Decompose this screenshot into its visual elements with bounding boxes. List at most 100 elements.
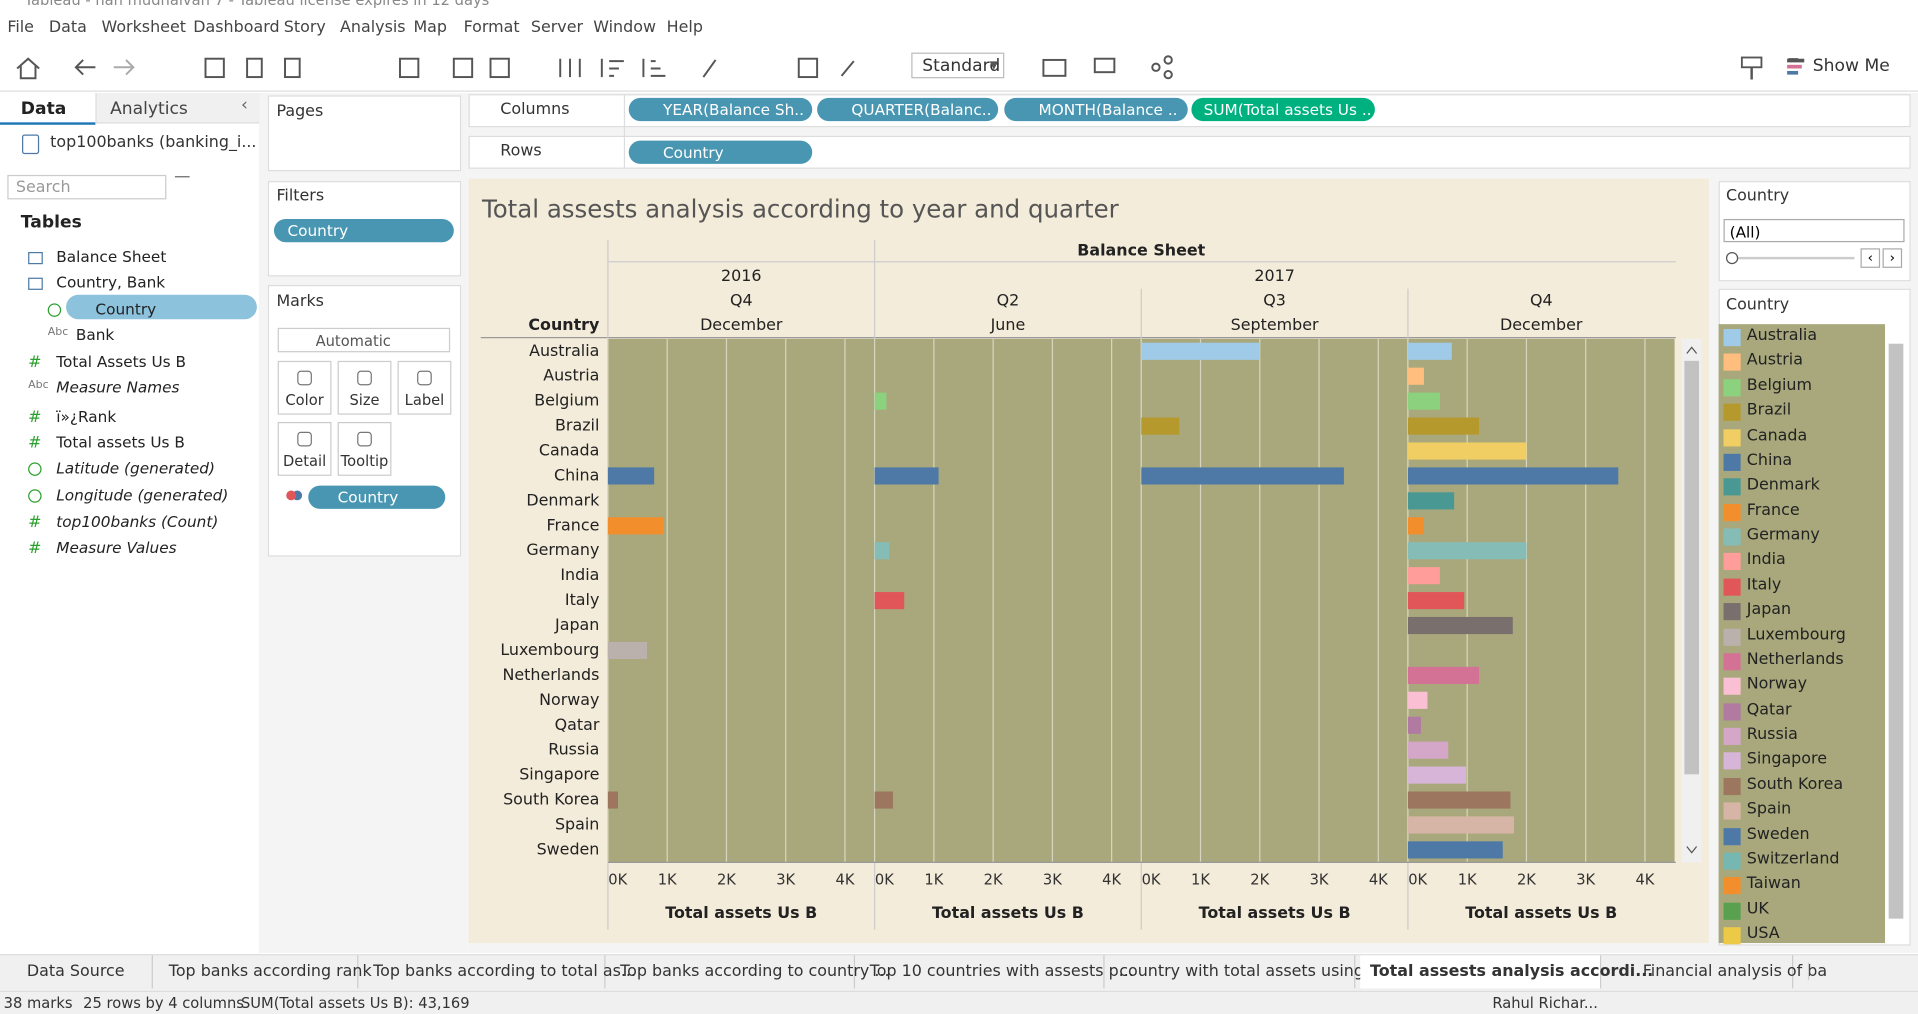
legend-item[interactable]: Denmark bbox=[1746, 476, 1820, 495]
marks-button-label: Label bbox=[404, 391, 445, 409]
legend-item[interactable]: Brazil bbox=[1746, 401, 1792, 420]
fit-dropdown[interactable]: Standard ▼ bbox=[911, 52, 1005, 79]
analytics-tab-label[interactable]: Analytics bbox=[110, 99, 188, 119]
column-pill[interactable]: MONTH(Balance .. bbox=[1004, 97, 1188, 122]
x-tick-label: 1K bbox=[1458, 872, 1477, 889]
user-menu[interactable]: Rahul Richar... bbox=[1492, 994, 1598, 1012]
menu-item[interactable]: Story bbox=[283, 18, 326, 37]
menu-item[interactable]: Data bbox=[48, 18, 87, 37]
legend-item[interactable]: Australia bbox=[1746, 326, 1818, 345]
marks-button[interactable]: Label bbox=[397, 360, 452, 415]
sheet-tab-label[interactable]: Financial analysis of ba bbox=[1642, 962, 1828, 982]
month-header: December bbox=[700, 315, 783, 334]
legend-item[interactable]: Belgium bbox=[1746, 376, 1812, 395]
legend-item[interactable]: Switzerland bbox=[1746, 850, 1840, 869]
field[interactable]: ï»¿Rank bbox=[56, 407, 117, 426]
legend-item[interactable]: Austria bbox=[1746, 351, 1803, 370]
card bbox=[267, 285, 462, 557]
menu-item[interactable]: Map bbox=[413, 18, 448, 37]
legend-swatch bbox=[1723, 453, 1741, 471]
datasource-name[interactable]: top100banks (banking_i... bbox=[50, 133, 257, 152]
marks-pill[interactable]: Country bbox=[308, 485, 446, 509]
field[interactable]: Measure Names bbox=[56, 377, 180, 397]
field[interactable]: Total assets Us B bbox=[56, 433, 185, 452]
slider-next[interactable]: › bbox=[1882, 248, 1903, 268]
filter-pill[interactable]: Country bbox=[274, 218, 454, 243]
menu-item[interactable]: File bbox=[7, 18, 34, 37]
x-tick-label: 0K bbox=[875, 872, 894, 889]
sheet-tab-label[interactable]: Top banks according to country ... bbox=[620, 962, 890, 982]
field[interactable]: Balance Sheet bbox=[56, 247, 167, 266]
sheet-tab-label[interactable]: Top 10 countries with assests p... bbox=[869, 962, 1134, 982]
slider-handle[interactable] bbox=[1725, 251, 1739, 265]
legend-item[interactable]: Netherlands bbox=[1746, 650, 1844, 670]
legend-item[interactable]: South Korea bbox=[1746, 775, 1844, 794]
field[interactable]: Country, Bank bbox=[56, 272, 166, 292]
share-icon bbox=[1151, 62, 1161, 72]
marks-button[interactable]: Detail bbox=[277, 422, 332, 476]
field-icon: # bbox=[28, 434, 42, 453]
legend-item[interactable]: Japan bbox=[1746, 600, 1792, 620]
mark-type-dropdown[interactable]: Automatic bbox=[277, 327, 451, 353]
status-text: SUM(Total assets Us B): 43,169 bbox=[240, 994, 470, 1012]
legend-item[interactable]: France bbox=[1746, 501, 1800, 520]
menu-item[interactable]: Format bbox=[463, 18, 520, 37]
sheet-tab bbox=[860, 955, 1105, 989]
menu-item[interactable]: Server bbox=[530, 18, 584, 37]
legend-item[interactable]: Luxembourg bbox=[1746, 625, 1846, 645]
field[interactable]: Country bbox=[95, 299, 157, 319]
menu-item[interactable]: Analysis bbox=[340, 18, 406, 37]
sheet-tab-label[interactable]: Top banks according rank bbox=[168, 962, 372, 982]
legend-item[interactable]: India bbox=[1746, 550, 1786, 570]
legend-item[interactable]: Singapore bbox=[1746, 750, 1827, 769]
marks-button[interactable]: Color bbox=[277, 360, 332, 415]
marks-button[interactable]: Tooltip bbox=[337, 422, 392, 476]
row-pill[interactable]: Country bbox=[628, 140, 813, 164]
field[interactable]: top100banks (Count) bbox=[56, 512, 219, 531]
legend-swatch bbox=[1723, 653, 1741, 671]
sheet-tab-label[interactable]: country with total assets using ... bbox=[1119, 962, 1385, 982]
marks-button[interactable]: Size bbox=[337, 360, 392, 415]
legend-item[interactable]: USA bbox=[1746, 924, 1780, 944]
legend-item[interactable]: Russia bbox=[1746, 725, 1798, 744]
bar bbox=[874, 791, 893, 809]
filter-input[interactable]: (All) bbox=[1723, 218, 1905, 243]
bar bbox=[1407, 716, 1421, 734]
legend-item[interactable]: Italy bbox=[1746, 575, 1782, 595]
field[interactable]: Measure Values bbox=[56, 538, 177, 557]
legend-item[interactable]: Norway bbox=[1746, 675, 1808, 694]
field[interactable]: Bank bbox=[75, 325, 115, 344]
data-tab[interactable]: Data bbox=[20, 99, 67, 119]
sheet-tab-label[interactable]: Top banks according to total as... bbox=[373, 962, 637, 982]
bar bbox=[1407, 741, 1449, 759]
chart-title: Total assests analysis according to year… bbox=[481, 194, 1120, 223]
legend-swatch bbox=[1723, 877, 1741, 895]
sheet-tab-label[interactable]: Total assests analysis accordi... bbox=[1370, 962, 1654, 982]
legend-item[interactable]: Spain bbox=[1746, 800, 1792, 819]
legend-item[interactable]: Taiwan bbox=[1746, 875, 1801, 894]
menu-item[interactable]: Help bbox=[666, 18, 703, 37]
legend-item[interactable]: Qatar bbox=[1746, 700, 1792, 719]
sheet-tab-label[interactable]: Data Source bbox=[26, 962, 125, 982]
x-axis-title: Total assets Us B bbox=[1199, 903, 1351, 922]
search-box[interactable]: Search bbox=[7, 174, 167, 200]
x-tick-label: 2K bbox=[1250, 872, 1269, 889]
column-pill[interactable]: YEAR(Balance Sh.. bbox=[628, 97, 813, 122]
bar bbox=[1407, 691, 1428, 709]
column-pill[interactable]: SUM(Total assets Us .. bbox=[1191, 97, 1375, 122]
slider-prev[interactable]: ‹ bbox=[1860, 248, 1881, 268]
menu-item[interactable]: Worksheet bbox=[101, 18, 186, 37]
legend-item[interactable]: Canada bbox=[1746, 426, 1808, 445]
column-pill[interactable]: QUARTER(Balanc.. bbox=[817, 97, 999, 122]
legend-item[interactable]: Germany bbox=[1746, 526, 1820, 545]
menu-item[interactable]: Window bbox=[593, 18, 656, 37]
menu-item[interactable]: Dashboard bbox=[193, 18, 280, 37]
legend-item[interactable]: Sweden bbox=[1746, 825, 1810, 844]
legend-item[interactable]: UK bbox=[1746, 899, 1769, 919]
field[interactable]: Longitude (generated) bbox=[56, 485, 229, 504]
card bbox=[267, 95, 462, 172]
field[interactable]: Total Assets Us B bbox=[56, 352, 186, 371]
show-me-button[interactable]: Show Me bbox=[1812, 56, 1890, 76]
field[interactable]: Latitude (generated) bbox=[56, 458, 215, 478]
legend-item[interactable]: China bbox=[1746, 451, 1793, 470]
